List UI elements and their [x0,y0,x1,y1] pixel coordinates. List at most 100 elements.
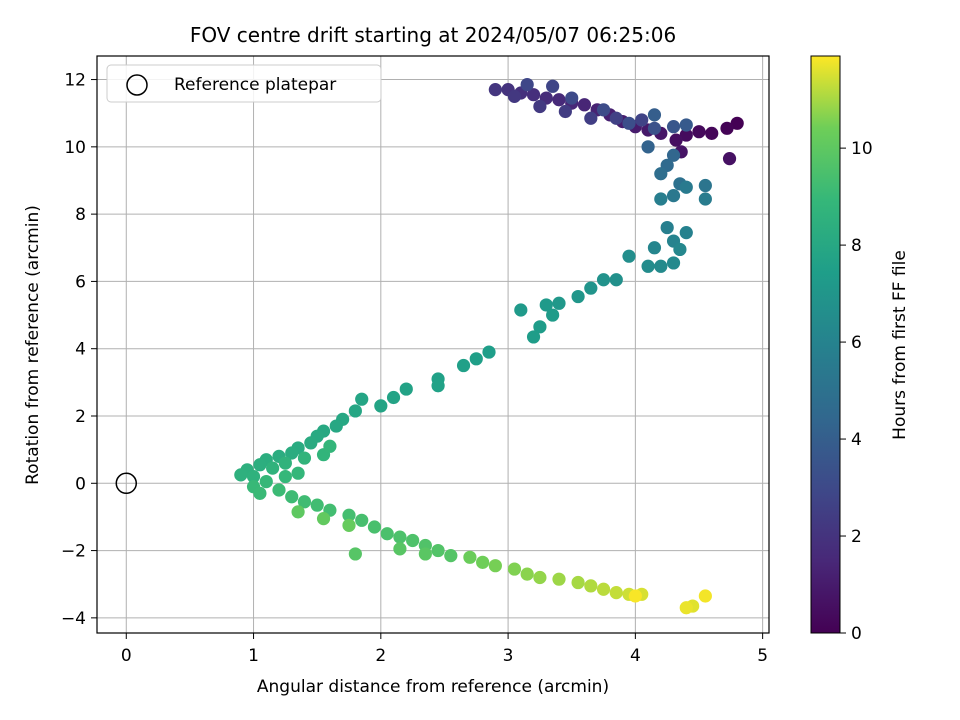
colorbar-tick-label: 2 [851,527,862,547]
data-point [533,320,547,334]
data-point [635,113,649,127]
data-point [584,281,598,295]
data-point [596,273,611,287]
data-point [342,518,356,532]
data-point [669,133,683,147]
data-point [660,220,674,235]
data-points [234,77,744,615]
data-point [355,392,369,406]
x-tick-label: 3 [503,646,514,666]
data-point [679,601,693,615]
data-point [641,140,655,154]
data-point [285,490,299,504]
data-point [393,530,407,544]
data-point [622,249,636,263]
data-point [679,226,693,240]
data-point [355,513,369,527]
data-point [463,550,477,564]
data-point [444,549,458,563]
data-point [253,486,267,500]
data-point [698,178,712,193]
data-point [647,108,662,122]
data-point [698,192,712,206]
data-point [577,98,592,112]
data-point [246,469,261,484]
data-point [418,547,432,561]
data-point [546,79,560,93]
x-tick-label: 5 [757,646,768,666]
colorbar-label: Hours from first FF file [890,250,910,440]
data-point [666,256,681,270]
data-point [310,498,324,512]
chart-title: FOV centre drift starting at 2024/05/07 … [190,23,676,47]
data-point [482,345,496,359]
data-point [622,116,636,130]
data-point [526,88,541,102]
data-point [507,562,522,576]
y-tick-label: 6 [75,272,86,292]
data-point [342,508,356,522]
data-point [348,547,362,561]
data-point [526,330,541,344]
data-point [539,298,553,312]
legend: Reference platepar [106,64,382,103]
data-point [666,148,681,162]
data-point [278,456,292,470]
colorbar-ticks: 0 2 4 6 8 10 [840,139,873,644]
data-point [609,586,623,600]
data-point [596,103,611,117]
data-point [654,259,668,273]
data-point [431,543,445,558]
data-point [730,116,744,130]
data-point [488,559,502,573]
data-point [571,289,585,304]
data-point [654,192,668,206]
data-point [514,303,528,317]
data-point [266,461,280,475]
data-point [304,436,318,450]
y-tick-label: 2 [75,407,86,427]
x-tick-label: 2 [375,646,386,666]
data-point [297,495,312,509]
data-point [253,458,267,472]
x-tick-label: 0 [121,646,132,666]
data-point [367,520,382,534]
data-point [469,352,483,366]
y-tick-label: −2 [61,542,86,562]
data-point [348,404,362,418]
x-tick-label: 4 [630,646,641,666]
reference-marker [115,472,138,495]
data-point [596,582,611,596]
data-point [698,589,712,603]
x-axis-ticks: 0 1 2 3 4 5 [121,633,768,666]
colorbar: 0 2 4 6 8 10 Hours from first FF file [810,55,910,644]
data-point [374,399,388,413]
data-point [584,111,598,125]
data-point [406,533,420,548]
data-point [259,475,273,489]
data-point [285,446,299,460]
data-point [558,104,572,119]
data-point [609,111,623,125]
x-axis-label: Angular distance from reference (arcmin) [257,677,609,697]
data-point [323,439,337,453]
data-point [291,466,305,480]
data-point [431,379,445,393]
y-tick-label: −4 [61,609,86,629]
data-point [533,99,547,114]
data-point [571,575,585,590]
data-point [552,296,566,310]
data-point [291,505,305,519]
legend-entry: Reference platepar [174,75,336,95]
data-point [692,125,706,139]
plot-frame [96,55,770,634]
data-point [666,189,681,203]
data-point [533,570,547,585]
data-point [722,152,737,166]
colorbar-tick-label: 4 [851,430,862,450]
colorbar-gradient [810,55,841,634]
data-point [488,83,502,97]
data-point [476,555,490,569]
data-point [679,118,693,132]
